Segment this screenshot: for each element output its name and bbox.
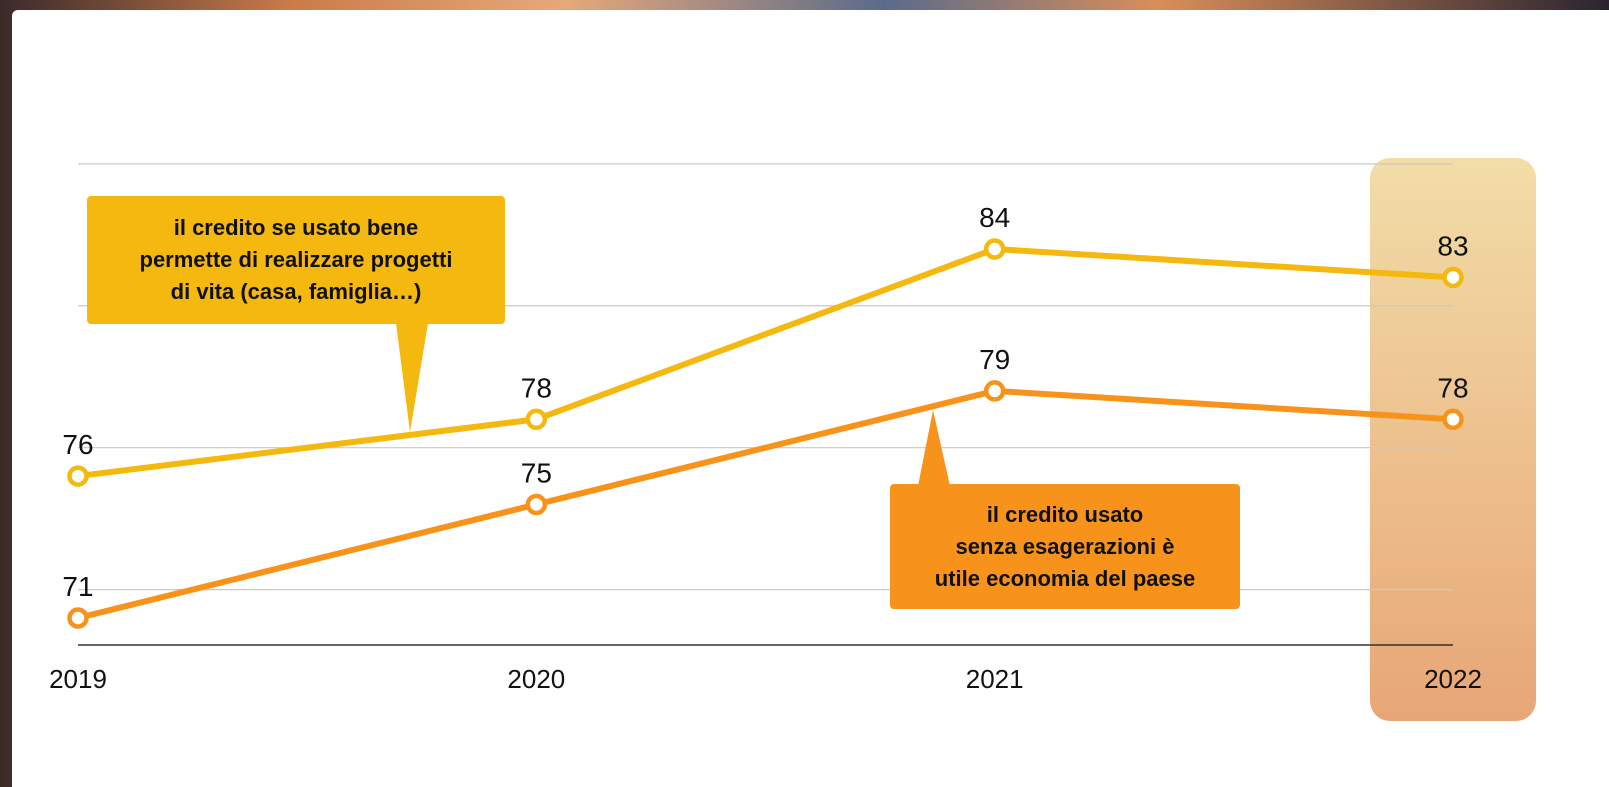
callout-orange-series: il credito usato senza esagerazioni è ut… (890, 484, 1240, 609)
x-tick-label: 2019 (49, 664, 107, 694)
series-line-1 (75, 387, 1456, 621)
data-label: 71 (62, 571, 93, 602)
callout-line: permette di realizzare progetti (139, 247, 453, 272)
callout-yellow-series: il credito se usato bene permette di rea… (87, 196, 505, 324)
data-point (67, 465, 89, 487)
highlight-band-2022 (1370, 158, 1536, 721)
x-tick-label: 2022 (1424, 664, 1482, 694)
data-point (983, 238, 1006, 260)
series-line-0 (75, 246, 1456, 480)
callout-line: il credito usato (986, 501, 1144, 527)
data-label: 75 (521, 457, 552, 488)
data-label: 76 (62, 429, 93, 460)
data-point (1442, 408, 1464, 431)
data-point (1442, 266, 1464, 289)
data-point (525, 408, 548, 431)
callout-line: senza esagerazioni è (955, 533, 1175, 559)
data-point (67, 607, 89, 629)
callout-line: di vita (casa, famiglia…) (170, 279, 422, 304)
callout-line: il credito se usato bene (173, 215, 419, 240)
data-label: 84 (979, 202, 1010, 233)
callout-pointer-orange (918, 410, 950, 486)
chart-panel (12, 10, 1609, 787)
data-label: 83 (1437, 230, 1468, 261)
x-tick-label: 2021 (966, 664, 1024, 694)
data-label: 79 (979, 344, 1010, 375)
callout-line: utile economia del paese (934, 565, 1196, 591)
data-point (983, 380, 1006, 402)
data-point (525, 493, 548, 516)
data-label: 78 (521, 372, 552, 403)
data-label: 78 (1437, 372, 1468, 403)
x-tick-label: 2020 (507, 664, 565, 694)
callout-pointer-yellow (396, 323, 428, 432)
